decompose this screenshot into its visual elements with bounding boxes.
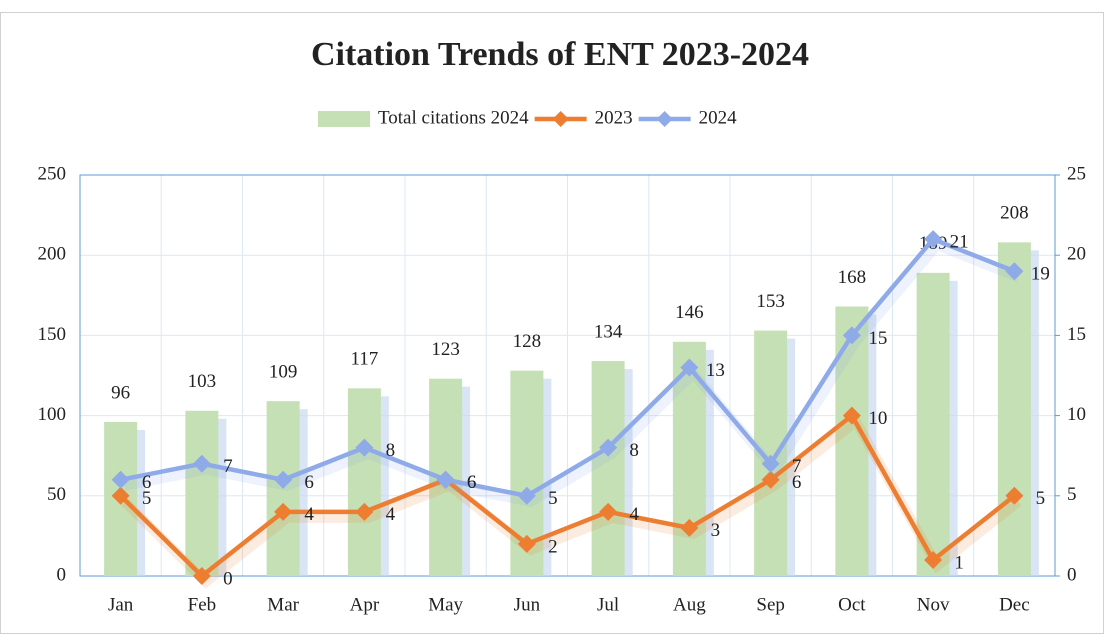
marker [274, 470, 293, 489]
marker [192, 454, 211, 473]
bar-value-label: 123 [431, 339, 460, 360]
bar-value-label: 208 [1000, 203, 1029, 224]
line-value-label: 15 [868, 328, 887, 349]
y2-tick-label: 20 [1067, 244, 1086, 265]
line-value-label: 0 [223, 568, 233, 589]
y-tick-label: 250 [38, 163, 67, 184]
marker [111, 470, 130, 489]
bar-value-label: 96 [111, 382, 130, 403]
x-tick-label: Oct [838, 594, 866, 615]
x-tick-label: Jan [108, 594, 134, 615]
line-value-label: 10 [868, 408, 887, 429]
line-value-label: 5 [142, 488, 152, 509]
y-tick-label: 50 [47, 484, 66, 505]
x-tick-label: Jun [514, 594, 541, 615]
line-value-label: 19 [1031, 264, 1050, 285]
bar-value-label: 109 [269, 362, 298, 383]
line-value-label: 21 [950, 232, 969, 253]
bar [185, 410, 219, 576]
bar-value-label: 146 [675, 302, 704, 323]
bar-value-label: 168 [838, 267, 867, 288]
marker [517, 534, 536, 553]
legend-label: 2024 [699, 107, 738, 128]
line-value-label: 5 [1036, 488, 1046, 509]
line-value-label: 5 [548, 488, 558, 509]
legend-swatch [318, 111, 370, 127]
line [119, 413, 1016, 579]
marker [517, 486, 536, 505]
line-value-label: 6 [467, 472, 477, 493]
y2-tick-label: 5 [1067, 484, 1077, 505]
marker [1005, 262, 1024, 281]
x-tick-label: Sep [756, 594, 785, 615]
line-value-label: 8 [629, 440, 639, 461]
bar [347, 388, 381, 576]
line-value-label: 2 [548, 536, 558, 557]
legend-marker [552, 111, 569, 127]
line-value-label: 4 [629, 504, 639, 525]
marker [355, 438, 374, 457]
y-tick-label: 100 [38, 404, 67, 425]
y-tick-label: 150 [38, 324, 67, 345]
bar-value-label: 128 [513, 331, 542, 352]
legend-label: 2023 [595, 107, 633, 128]
line-value-label: 1 [954, 552, 964, 573]
x-tick-label: Aug [673, 594, 706, 615]
marker [1005, 486, 1024, 505]
marker [680, 358, 699, 377]
y2-tick-label: 15 [1067, 324, 1086, 345]
line-value-label: 3 [711, 520, 721, 541]
line-value-label: 8 [386, 440, 396, 461]
marker [924, 230, 943, 249]
marker [761, 454, 780, 473]
y2-tick-label: 25 [1067, 163, 1086, 184]
marker [761, 470, 780, 489]
bar-value-label: 117 [350, 349, 378, 370]
marker [680, 518, 699, 537]
line-value-label: 7 [223, 456, 233, 477]
line-shadow [123, 239, 1021, 508]
legend-marker [656, 111, 673, 127]
bar [997, 242, 1031, 577]
x-tick-label: Apr [350, 594, 380, 615]
marker [924, 550, 943, 569]
marker [842, 326, 861, 345]
plot-border [79, 174, 1056, 577]
x-tick-label: Nov [917, 594, 950, 615]
bar-value-label: 134 [594, 321, 623, 342]
line-value-label: 4 [304, 504, 314, 525]
line-value-label: 13 [706, 360, 725, 381]
bar-value-label: 103 [188, 371, 217, 392]
line-value-label: 6 [304, 472, 314, 493]
marker [355, 502, 374, 521]
x-tick-label: Mar [267, 594, 299, 615]
line-value-label: 6 [792, 472, 802, 493]
y2-tick-label: 10 [1067, 404, 1086, 425]
x-tick-label: Feb [188, 594, 217, 615]
marker [842, 406, 861, 425]
y-tick-label: 200 [38, 244, 67, 265]
marker [599, 502, 618, 521]
marker [111, 486, 130, 505]
line [120, 236, 1016, 499]
chart-title: Citation Trends of ENT 2023-2024 [311, 36, 809, 73]
legend-label: Total citations 2024 [378, 107, 529, 128]
marker [274, 502, 293, 521]
x-tick-label: Jul [597, 594, 619, 615]
line-value-label: 4 [386, 504, 396, 525]
bar [591, 361, 625, 576]
line-value-label: 7 [792, 456, 802, 477]
marker [436, 470, 455, 489]
marker [599, 438, 618, 457]
y2-tick-label: 0 [1067, 564, 1077, 585]
x-tick-label: May [428, 594, 463, 615]
line-value-label: 6 [142, 472, 152, 493]
bar [916, 272, 950, 576]
y-tick-label: 0 [57, 564, 67, 585]
bar-value-label: 153 [756, 291, 785, 312]
marker [192, 567, 211, 585]
x-tick-label: Dec [999, 594, 1030, 615]
